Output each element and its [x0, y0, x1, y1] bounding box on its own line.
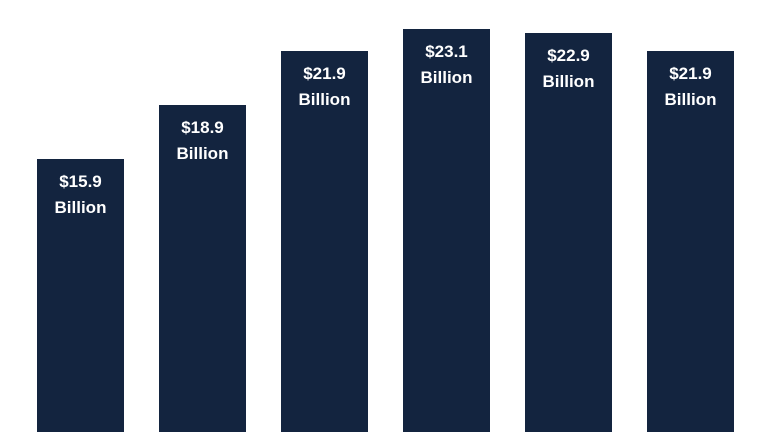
value-label: $21.9 Billion	[664, 63, 717, 109]
bar: $18.9 Billion	[159, 104, 246, 432]
bar: $21.9 Billion	[647, 50, 734, 432]
bar: $21.9 Billion	[281, 50, 368, 432]
value-label: $22.9 Billion	[542, 45, 595, 91]
bar: $22.9 Billion	[525, 32, 612, 432]
value-label: $23.1 Billion	[420, 42, 473, 88]
bar: $15.9 Billion	[37, 158, 124, 432]
value-label: $18.9 Billion	[176, 117, 229, 163]
value-label: $15.9 Billion	[54, 171, 107, 217]
bar: $23.1 Billion	[403, 29, 490, 432]
value-label: $21.9 Billion	[298, 63, 351, 109]
